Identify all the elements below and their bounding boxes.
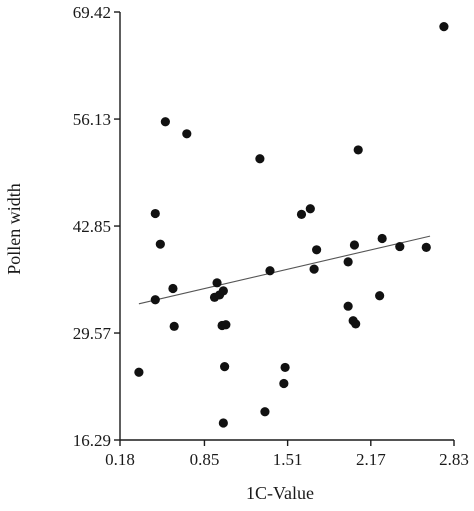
data-point — [351, 319, 361, 329]
data-point — [279, 378, 289, 389]
data-point — [260, 407, 270, 417]
x-tick-label: 0.85 — [190, 450, 220, 469]
trend-line — [138, 235, 431, 305]
data-point — [134, 367, 144, 377]
x-tick-label: 2.83 — [439, 450, 469, 469]
y-axis: 16.29 29.57 42.85 56.13 69.42 — [73, 3, 121, 450]
data-point — [439, 22, 449, 32]
y-tick-label: 69.42 — [73, 3, 111, 22]
data-point — [343, 257, 353, 267]
data-point — [169, 321, 179, 331]
data-point — [150, 208, 160, 219]
data-point — [377, 233, 387, 244]
data-point — [349, 240, 360, 250]
x-tick-label: 1.51 — [273, 450, 303, 469]
data-point — [160, 117, 170, 127]
data-point — [218, 418, 228, 428]
data-point — [265, 266, 275, 276]
y-tick-label: 42.85 — [73, 217, 111, 236]
data-point — [343, 301, 353, 311]
data-point — [375, 291, 385, 301]
x-axis-title: 1C-Value — [246, 483, 314, 503]
y-tick-label: 56.13 — [73, 110, 111, 129]
data-point — [280, 362, 290, 373]
data-point — [168, 283, 178, 294]
y-tick-label: 29.57 — [73, 324, 112, 343]
data-point — [220, 362, 230, 372]
data-point — [212, 278, 222, 288]
data-point — [395, 241, 405, 252]
plot-area — [134, 22, 449, 428]
x-tick-label: 2.17 — [356, 450, 386, 469]
data-point — [312, 245, 322, 255]
data-point — [218, 286, 228, 296]
y-axis-title: Pollen width — [4, 183, 24, 275]
data-point — [296, 209, 307, 219]
y-tick-label: 16.29 — [73, 431, 111, 450]
data-point — [182, 129, 192, 139]
x-tick-label: 0.18 — [105, 450, 135, 469]
x-axis: 0.18 0.85 1.51 2.17 2.83 — [105, 439, 469, 469]
data-point — [421, 242, 431, 252]
data-point — [309, 264, 319, 274]
data-point — [353, 145, 363, 155]
data-point — [221, 320, 231, 330]
data-point — [305, 204, 315, 214]
data-point — [255, 154, 265, 164]
data-point — [150, 295, 160, 305]
data-point — [155, 239, 165, 249]
